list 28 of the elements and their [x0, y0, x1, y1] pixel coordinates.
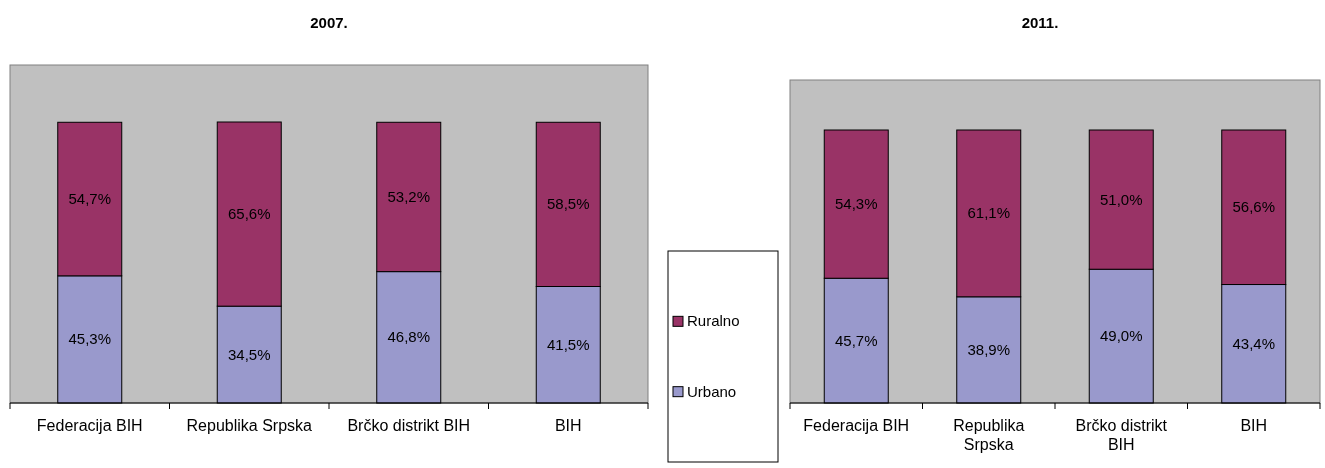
data-label: 65,6% — [227, 205, 271, 223]
data-label: 34,5% — [227, 345, 271, 363]
x-tick-label: Federacija BIH — [803, 417, 910, 434]
x-tick-label: Brčko distrikt BIH — [347, 417, 471, 434]
data-label: 54,3% — [834, 195, 878, 213]
data-label: 54,7% — [68, 190, 112, 208]
x-tick-label: BIH — [1240, 417, 1268, 434]
chart-title: 2007. — [310, 14, 348, 31]
data-label: 46,8% — [387, 328, 431, 346]
data-label: 56,6% — [1232, 198, 1276, 216]
x-tick-label: Republika Srpska — [953, 417, 1025, 453]
data-label: 53,2% — [387, 187, 431, 205]
data-label: 38,9% — [967, 340, 1011, 358]
data-label: 43,4% — [1232, 334, 1276, 352]
data-label: 49,0% — [1099, 327, 1143, 345]
x-tick-label: Republika Srpska — [186, 417, 313, 434]
data-label: 45,7% — [834, 331, 878, 349]
x-tick-label: Brčko distrikt BIH — [1075, 417, 1168, 453]
legend-label: Urbano — [687, 382, 737, 400]
data-label: 41,5% — [546, 335, 590, 353]
data-label: 58,5% — [546, 195, 590, 213]
x-tick-label: Federacija BIH — [36, 417, 143, 434]
data-label: 45,3% — [68, 330, 112, 348]
legend-label: Ruralno — [687, 312, 740, 330]
chart-title: 2011. — [1021, 14, 1059, 31]
data-label: 51,0% — [1099, 190, 1143, 208]
x-tick-label: BIH — [554, 417, 582, 434]
data-label: 61,1% — [967, 204, 1011, 222]
